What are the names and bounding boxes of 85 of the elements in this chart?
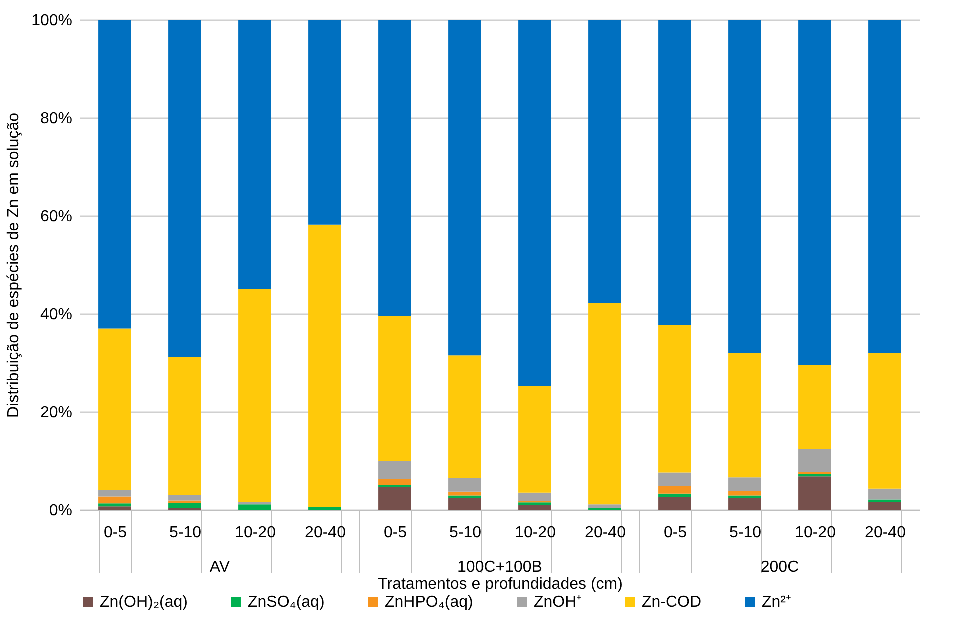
x-tick-label: 20-40 — [305, 524, 346, 542]
bar — [98, 496, 132, 504]
bar — [238, 290, 272, 502]
bar — [98, 490, 132, 497]
bar — [98, 20, 132, 329]
bar — [378, 316, 412, 461]
x-tick-label: 0-5 — [664, 524, 688, 542]
y-axis-title: Distribuição de espécies de Zn em solução — [6, 112, 23, 418]
x-tick-label: 10-20 — [235, 524, 276, 542]
bar — [378, 461, 412, 480]
bar — [658, 472, 692, 486]
bar — [238, 504, 272, 510]
bar — [868, 488, 902, 500]
bar — [868, 502, 902, 510]
bar — [798, 364, 832, 450]
y-tick-label: 0% — [49, 502, 72, 520]
bar — [518, 386, 552, 493]
text: 100C+100B — [458, 559, 542, 576]
y-tick-label: 40% — [40, 306, 72, 324]
bar — [378, 20, 412, 316]
x-tick-label: 5-10 — [169, 524, 202, 542]
x-tick-label: 5-10 — [729, 524, 762, 542]
x-tick-label: 20-40 — [865, 524, 906, 542]
bar — [728, 20, 762, 354]
bar — [868, 500, 902, 502]
bar — [378, 486, 412, 510]
bar — [728, 498, 762, 510]
bar — [98, 504, 132, 507]
bar — [798, 449, 832, 472]
bar — [308, 20, 342, 225]
bar — [658, 325, 692, 473]
legend-label: Zn²⁺ — [762, 594, 791, 611]
bar — [448, 356, 482, 478]
bar — [518, 505, 552, 510]
bar — [98, 328, 132, 490]
x-tick-label: 20-40 — [585, 524, 626, 542]
bar — [308, 224, 342, 508]
legend-label: ZnSO₄(aq) — [248, 594, 325, 611]
bar — [798, 20, 832, 365]
bar — [98, 506, 132, 510]
x-tick-label: 5-10 — [449, 524, 482, 542]
bar — [798, 474, 832, 477]
bar — [728, 478, 762, 492]
y-tick-label: 100% — [32, 12, 72, 30]
bar — [588, 303, 622, 505]
bar — [868, 353, 902, 489]
bar — [238, 502, 272, 505]
bar — [238, 20, 272, 290]
bar — [588, 20, 622, 304]
legend-label: Zn-COD — [642, 594, 702, 611]
bar — [728, 491, 762, 496]
x-tick-label: 10-20 — [795, 524, 836, 542]
bar — [378, 479, 412, 486]
text: AV — [210, 559, 230, 576]
text: 200C — [760, 559, 800, 576]
bar — [518, 502, 552, 506]
bar — [658, 494, 692, 498]
bar — [798, 476, 832, 510]
bar — [168, 20, 202, 358]
bar — [518, 20, 552, 387]
bar — [168, 495, 202, 501]
x-tick-label: 0-5 — [104, 524, 128, 542]
bar — [448, 492, 482, 496]
bar — [518, 492, 552, 502]
bar — [588, 504, 622, 508]
bar — [168, 503, 202, 508]
bar — [168, 500, 202, 504]
y-tick-label: 20% — [40, 404, 72, 422]
bar — [448, 20, 482, 356]
y-tick-label: 60% — [40, 208, 72, 226]
bar — [168, 357, 202, 496]
bar — [448, 498, 482, 510]
x-axis-title: Tratamentos e profundidades (cm) — [378, 576, 623, 593]
legend-label: ZnOH⁺ — [534, 594, 582, 611]
x-tick-label: 10-20 — [515, 524, 556, 542]
y-tick-label: 80% — [40, 110, 72, 128]
bar — [658, 497, 692, 510]
legend-label: Zn(OH)₂(aq) — [100, 594, 188, 611]
bar — [728, 353, 762, 478]
bar — [868, 20, 902, 354]
x-tick-label: 0-5 — [384, 524, 408, 542]
bar — [448, 478, 482, 492]
bar — [658, 486, 692, 494]
bar — [658, 20, 692, 326]
legend-label: ZnHPO₄(aq) — [385, 594, 474, 611]
